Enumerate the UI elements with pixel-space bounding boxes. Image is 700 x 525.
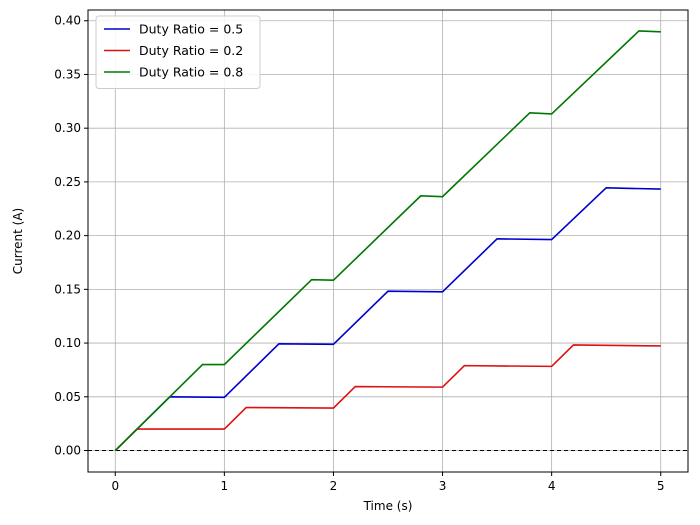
y-tick-label: 0.30	[54, 121, 81, 135]
y-tick-label: 0.00	[54, 444, 81, 458]
plot-area-frame	[87, 9, 689, 473]
legend: Duty Ratio = 0.5 Duty Ratio = 0.2 Duty Rat…	[95, 15, 261, 89]
x-tick-label: 3	[439, 479, 447, 493]
x-tick-label: 4	[548, 479, 556, 493]
y-tick-label: 0.20	[54, 229, 81, 243]
y-tick-label: 0.10	[54, 336, 81, 350]
legend-frame	[95, 15, 261, 89]
y-tick-label: 0.40	[54, 14, 81, 28]
legend-label-2: Duty Ratio = 0.8	[139, 65, 243, 80]
y-tick-label: 0.25	[54, 175, 81, 189]
x-tick-label: 5	[657, 479, 665, 493]
series-line-1	[114, 344, 661, 452]
y-axis-label: Current (A)	[11, 208, 25, 274]
axis-ticks: 0 1 2 3 4 5 0.00 0.05 0.10 0.15 0.20 0.25 0.30 0.35 0.…	[54, 14, 664, 493]
x-tick-label: 2	[330, 479, 338, 493]
x-tick-label: 1	[221, 479, 229, 493]
y-tick-label: 0.15	[54, 282, 81, 296]
y-tick-label: 0.05	[54, 390, 81, 404]
y-tick-label: 0.35	[54, 67, 81, 81]
series-line-0	[114, 187, 661, 452]
series-group	[114, 30, 661, 452]
legend-label-0: Duty Ratio = 0.5	[139, 22, 243, 37]
x-tick-label: 0	[111, 479, 119, 493]
legend-label-1: Duty Ratio = 0.2	[139, 43, 243, 58]
series-line-2	[114, 30, 661, 452]
grid	[88, 10, 688, 472]
x-axis-label: Time (s)	[363, 499, 413, 513]
